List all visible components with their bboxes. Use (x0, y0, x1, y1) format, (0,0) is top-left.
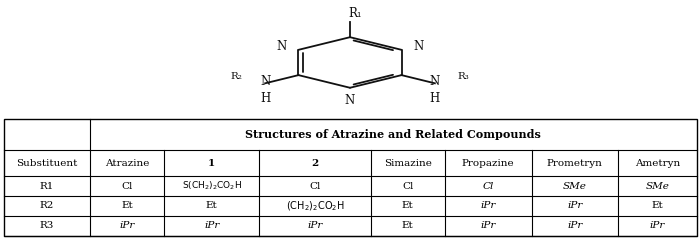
Text: iPr: iPr (650, 221, 665, 230)
Text: N: N (345, 94, 355, 107)
Text: Atrazine: Atrazine (105, 159, 149, 168)
Text: iPr: iPr (480, 201, 496, 210)
Text: Substituent: Substituent (16, 159, 78, 168)
Text: iPr: iPr (120, 221, 135, 230)
Text: iPr: iPr (567, 221, 582, 230)
Text: R1: R1 (40, 182, 54, 191)
Text: Cl: Cl (482, 182, 494, 191)
Text: Ametryn: Ametryn (635, 159, 680, 168)
Text: N: N (276, 40, 286, 53)
Text: Et: Et (402, 221, 414, 230)
Text: N: N (414, 40, 424, 53)
Text: Cl: Cl (402, 182, 414, 191)
Text: iPr: iPr (204, 221, 220, 230)
Text: Propazine: Propazine (462, 159, 514, 168)
Text: Structures of Atrazine and Related Compounds: Structures of Atrazine and Related Compo… (246, 129, 541, 140)
Text: 2: 2 (312, 159, 318, 168)
Text: iPr: iPr (567, 201, 582, 210)
Text: Et: Et (652, 201, 663, 210)
Text: H: H (430, 92, 440, 105)
Text: Prometryn: Prometryn (547, 159, 603, 168)
Text: iPr: iPr (307, 221, 323, 230)
Text: R3: R3 (40, 221, 54, 230)
Text: Et: Et (402, 201, 414, 210)
Text: Et: Et (206, 201, 218, 210)
Text: R2: R2 (40, 201, 54, 210)
Text: 1: 1 (208, 159, 216, 168)
Text: H: H (260, 92, 270, 105)
Text: Cl: Cl (309, 182, 321, 191)
Text: Simazine: Simazine (384, 159, 432, 168)
Text: Cl: Cl (122, 182, 133, 191)
Text: $\mathregular{S(CH_2)_2CO_2H}$: $\mathregular{S(CH_2)_2CO_2H}$ (182, 180, 241, 192)
Text: Et: Et (121, 201, 133, 210)
Text: N: N (260, 75, 270, 88)
Text: SMe: SMe (645, 182, 669, 191)
Text: R₂: R₂ (231, 72, 243, 81)
Text: R₃: R₃ (457, 72, 469, 81)
Text: N: N (430, 75, 440, 88)
Text: $\mathregular{(CH_2)_2CO_2H}$: $\mathregular{(CH_2)_2CO_2H}$ (286, 199, 344, 213)
Text: R₁: R₁ (348, 7, 362, 20)
Text: SMe: SMe (563, 182, 587, 191)
Text: iPr: iPr (480, 221, 496, 230)
